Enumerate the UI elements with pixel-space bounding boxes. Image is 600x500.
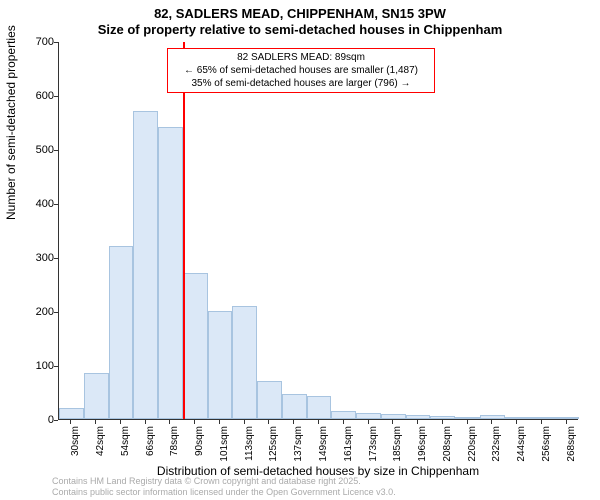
xtick-mark — [145, 420, 146, 424]
annotation-line: ← 65% of semi-detached houses are smalle… — [172, 64, 430, 77]
chart-title: 82, SADLERS MEAD, CHIPPENHAM, SN15 3PW — [0, 6, 600, 21]
xtick-label: 125sqm — [268, 426, 279, 466]
xtick-mark — [244, 420, 245, 424]
xtick-label: 54sqm — [120, 426, 131, 466]
annotation-line: 35% of semi-detached houses are larger (… — [172, 77, 430, 90]
histogram-bar — [455, 417, 480, 419]
histogram-bar — [406, 415, 431, 419]
xtick-mark — [516, 420, 517, 424]
xtick-mark — [541, 420, 542, 424]
xtick-label: 149sqm — [318, 426, 329, 466]
xtick-mark — [368, 420, 369, 424]
xtick-mark — [417, 420, 418, 424]
xtick-mark — [95, 420, 96, 424]
histogram-bar — [133, 111, 158, 419]
ytick-mark — [54, 258, 58, 259]
histogram-bar — [257, 381, 282, 419]
histogram-bar — [529, 417, 554, 419]
xtick-mark — [467, 420, 468, 424]
histogram-bar — [59, 408, 84, 419]
xtick-label: 196sqm — [417, 426, 428, 466]
xtick-label: 256sqm — [541, 426, 552, 466]
xtick-mark — [70, 420, 71, 424]
xtick-label: 113sqm — [244, 426, 255, 466]
histogram-bar — [158, 127, 183, 419]
attribution-line1: Contains HM Land Registry data © Crown c… — [52, 476, 396, 487]
ytick-mark — [54, 312, 58, 313]
chart-container: 82, SADLERS MEAD, CHIPPENHAM, SN15 3PW S… — [0, 0, 600, 500]
xtick-mark — [566, 420, 567, 424]
xtick-mark — [491, 420, 492, 424]
xtick-mark — [268, 420, 269, 424]
xtick-mark — [194, 420, 195, 424]
ytick-label: 200 — [36, 306, 54, 318]
ytick-mark — [54, 204, 58, 205]
annotation-line: 82 SADLERS MEAD: 89sqm — [172, 51, 430, 64]
attribution: Contains HM Land Registry data © Crown c… — [52, 476, 396, 498]
histogram-bar — [505, 417, 530, 419]
histogram-bar — [430, 416, 455, 419]
histogram-bar — [331, 411, 356, 419]
ytick-mark — [54, 96, 58, 97]
xtick-label: 42sqm — [95, 426, 106, 466]
xtick-mark — [392, 420, 393, 424]
xtick-mark — [219, 420, 220, 424]
xtick-label: 185sqm — [392, 426, 403, 466]
histogram-bar — [480, 415, 505, 419]
xtick-label: 244sqm — [516, 426, 527, 466]
xtick-label: 101sqm — [219, 426, 230, 466]
xtick-label: 208sqm — [442, 426, 453, 466]
chart-subtitle: Size of property relative to semi-detach… — [0, 22, 600, 37]
xtick-mark — [442, 420, 443, 424]
xtick-label: 268sqm — [566, 426, 577, 466]
xtick-label: 66sqm — [145, 426, 156, 466]
plot-area: 82 SADLERS MEAD: 89sqm← 65% of semi-deta… — [58, 42, 578, 420]
ytick-label: 700 — [36, 36, 54, 48]
histogram-bar — [307, 396, 332, 419]
xtick-label: 30sqm — [70, 426, 81, 466]
xtick-label: 161sqm — [343, 426, 354, 466]
histogram-bar — [109, 246, 134, 419]
xtick-label: 78sqm — [169, 426, 180, 466]
ytick-label: 500 — [36, 144, 54, 156]
histogram-bar — [183, 273, 208, 419]
histogram-bar — [282, 394, 307, 419]
reference-line — [183, 42, 185, 419]
ytick-label: 300 — [36, 252, 54, 264]
xtick-mark — [293, 420, 294, 424]
histogram-bar — [554, 417, 579, 419]
histogram-bar — [356, 413, 381, 419]
ytick-mark — [54, 42, 58, 43]
ytick-label: 400 — [36, 198, 54, 210]
attribution-line2: Contains public sector information licen… — [52, 487, 396, 498]
y-axis-label: Number of semi-detached properties — [4, 25, 18, 220]
ytick-label: 600 — [36, 90, 54, 102]
xtick-label: 220sqm — [467, 426, 478, 466]
ytick-mark — [54, 366, 58, 367]
xtick-label: 90sqm — [194, 426, 205, 466]
xtick-mark — [343, 420, 344, 424]
ytick-mark — [54, 420, 58, 421]
xtick-label: 137sqm — [293, 426, 304, 466]
xtick-label: 232sqm — [491, 426, 502, 466]
histogram-bar — [84, 373, 109, 419]
ytick-label: 100 — [36, 360, 54, 372]
annotation-box: 82 SADLERS MEAD: 89sqm← 65% of semi-deta… — [167, 48, 435, 93]
xtick-mark — [169, 420, 170, 424]
xtick-mark — [318, 420, 319, 424]
xtick-mark — [120, 420, 121, 424]
xtick-label: 173sqm — [368, 426, 379, 466]
ytick-mark — [54, 150, 58, 151]
histogram-bar — [232, 306, 257, 419]
histogram-bar — [381, 414, 406, 419]
histogram-bar — [208, 311, 233, 419]
